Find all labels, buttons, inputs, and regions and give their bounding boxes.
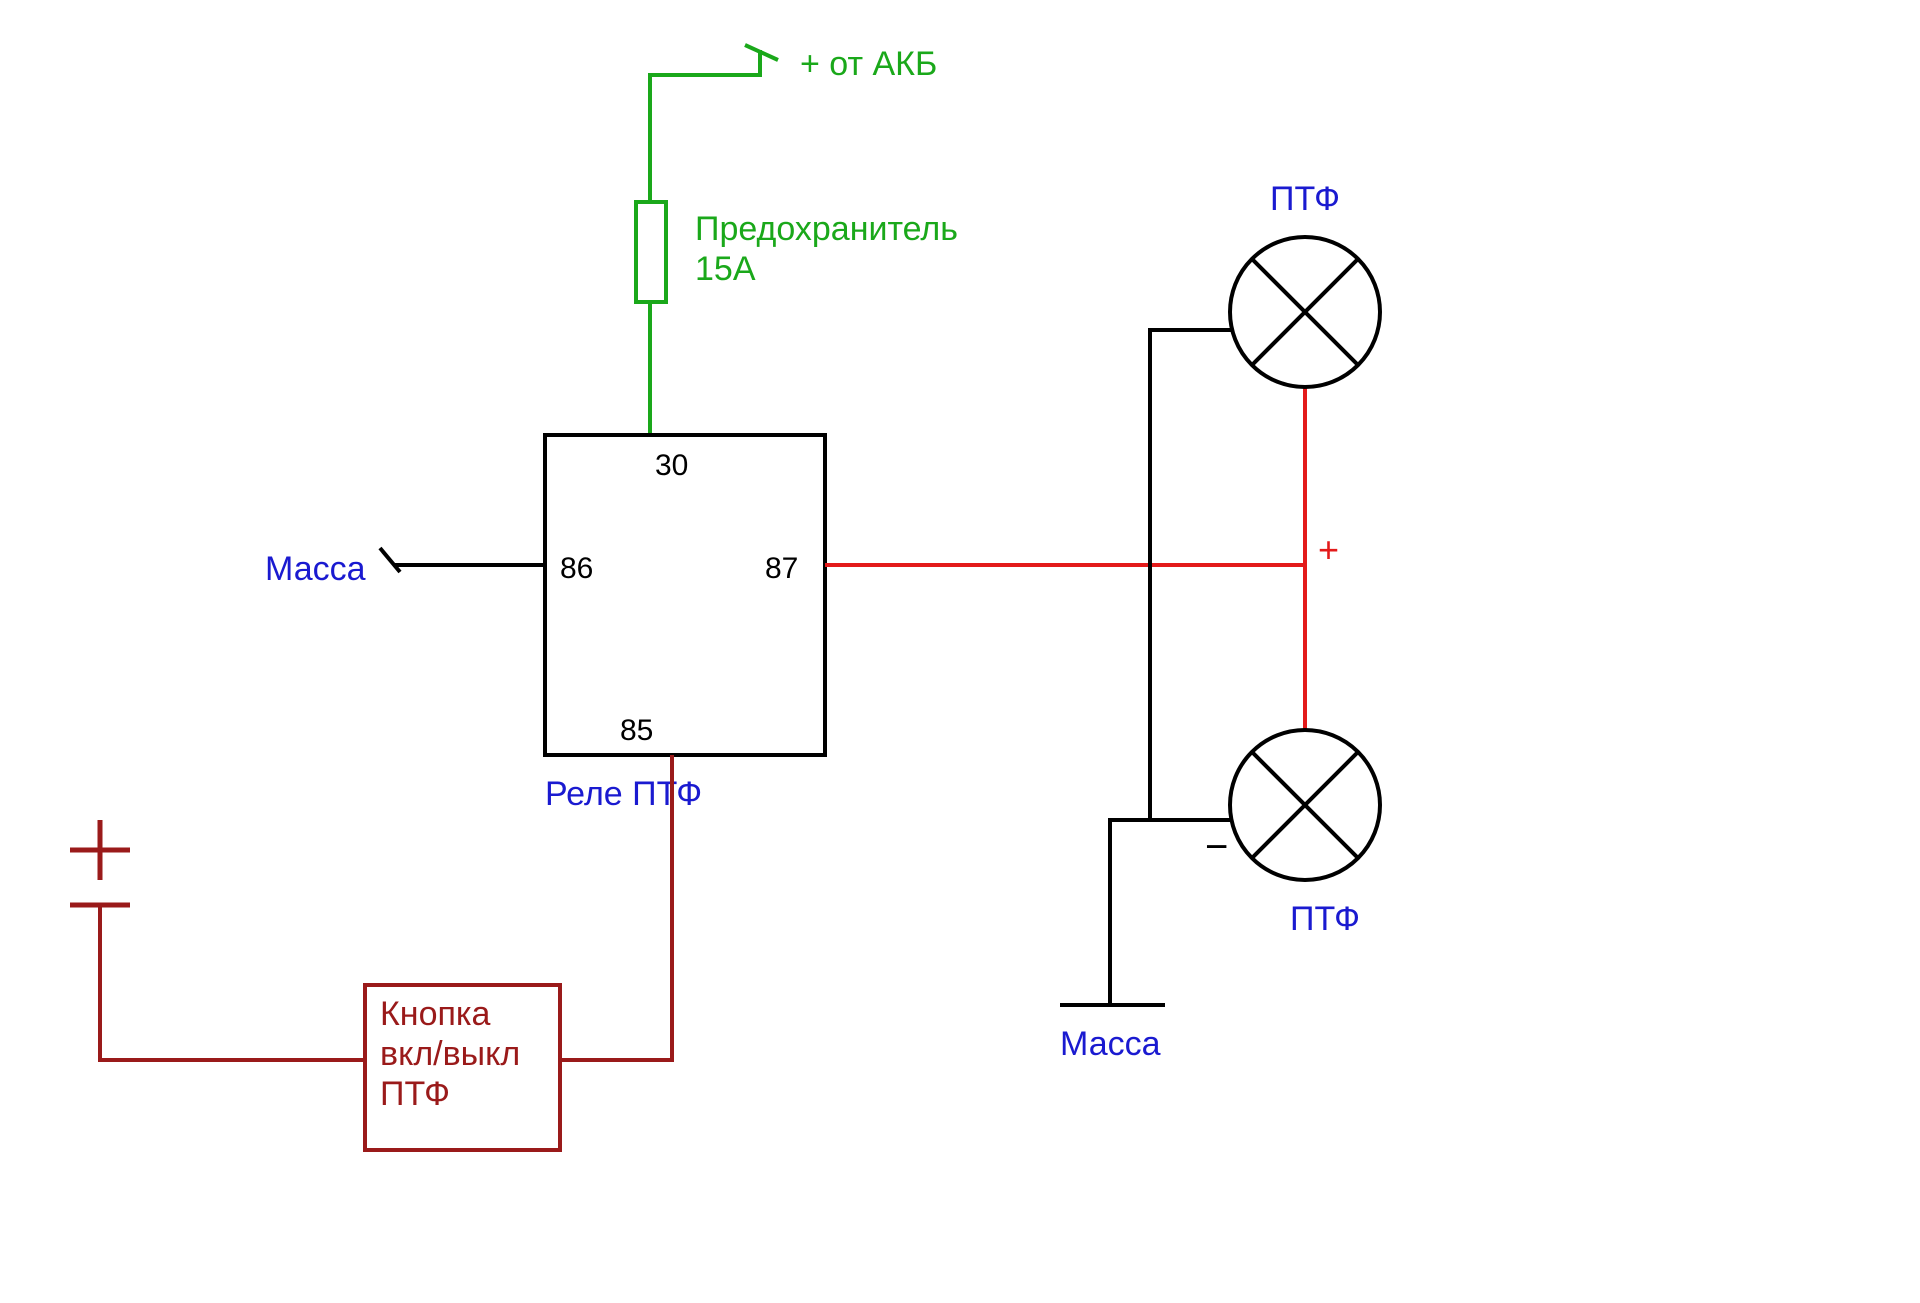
pin-85-label: 85	[620, 714, 653, 747]
ground-left-label: Масса	[265, 550, 366, 588]
ground-left: Масса	[265, 548, 545, 588]
pin-87-label: 87	[765, 552, 798, 585]
lamp-feed: +	[825, 387, 1339, 730]
circuit-diagram: + от АКБ Предохранитель 15А 30 86 87 85 …	[0, 0, 1920, 1303]
lamp-ground: Масса	[1060, 330, 1232, 1063]
fuse-label-1: Предохранитель	[695, 210, 958, 248]
pin-30-label: 30	[655, 449, 688, 482]
battery-feed: + от АКБ Предохранитель 15А	[636, 45, 958, 435]
lamp-minus: −	[1205, 825, 1228, 869]
relay: 30 86 87 85 Реле ПТФ	[545, 435, 825, 813]
pin-86-label: 86	[560, 552, 593, 585]
lamp-bottom: ПТФ −	[1205, 730, 1380, 938]
ptf-top-label: ПТФ	[1270, 180, 1340, 218]
ground-bottom-label: Масса	[1060, 1025, 1161, 1063]
battery-label: + от АКБ	[800, 45, 937, 83]
lamp-top: ПТФ	[1230, 180, 1380, 387]
switch-circuit: Кнопка вкл/выкл ПТФ	[70, 755, 672, 1150]
switch-label-1: Кнопка	[380, 995, 491, 1033]
fuse-label-2: 15А	[695, 250, 756, 288]
switch-label-2: вкл/выкл	[380, 1035, 520, 1073]
relay-label: Реле ПТФ	[545, 775, 702, 813]
junction-plus: +	[1318, 529, 1339, 570]
ptf-bottom-label: ПТФ	[1290, 900, 1360, 938]
switch-label-3: ПТФ	[380, 1075, 450, 1113]
